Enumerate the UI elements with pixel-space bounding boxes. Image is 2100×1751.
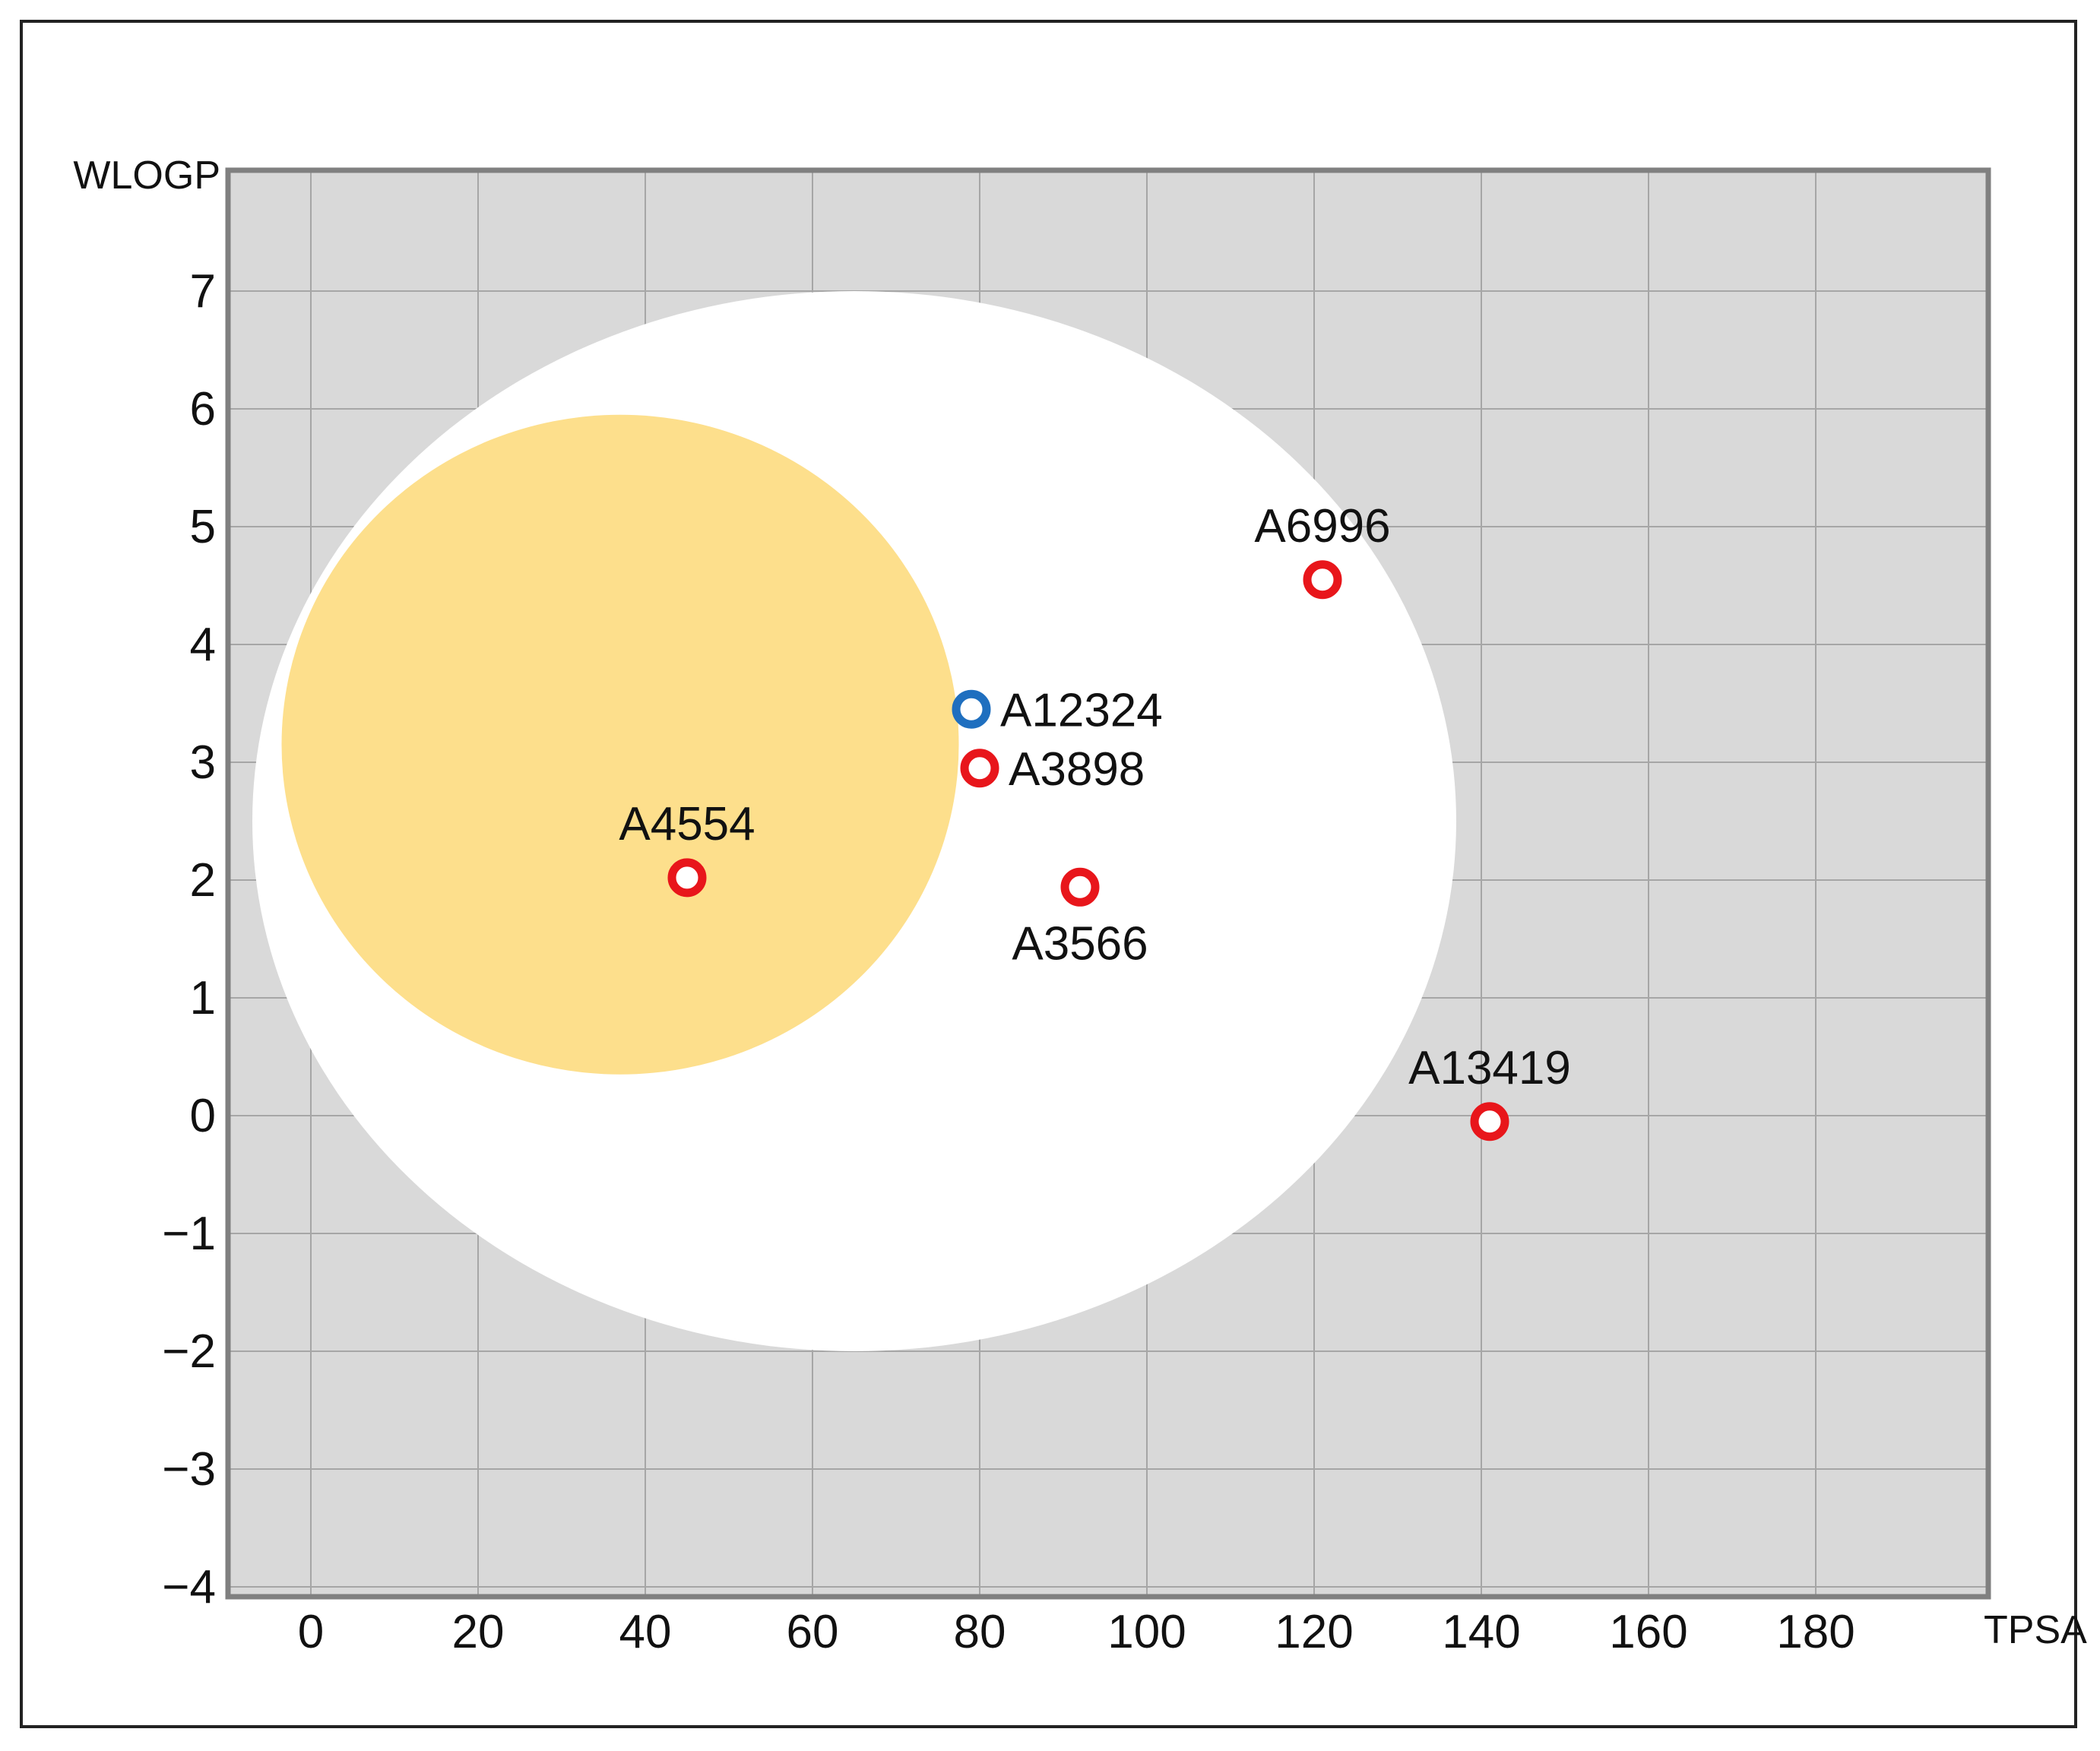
data-points: A12324 A3898 A4554 A3566 A6996 A13419	[619, 500, 1571, 1141]
x-tick-label: 120	[1275, 1606, 1353, 1658]
y-tick-label: −3	[162, 1443, 216, 1496]
y-tick-label: 7	[190, 265, 216, 318]
plot-border	[225, 167, 1991, 1600]
y-axis-label: WLOGP	[73, 154, 220, 198]
x-tick-label: 180	[1776, 1606, 1855, 1658]
x-tick-label: 20	[452, 1606, 505, 1658]
y-tick-label: −1	[162, 1208, 216, 1260]
data-point-label: A3566	[1012, 917, 1148, 970]
yolk-region	[281, 414, 959, 1075]
data-point-marker	[1060, 867, 1100, 907]
data-point-marker	[952, 689, 991, 729]
data-point-marker	[960, 749, 999, 788]
region-layer	[252, 291, 1456, 1351]
y-tick-label: −4	[162, 1561, 216, 1613]
data-point-label: A3898	[1009, 743, 1145, 796]
y-tick-label: 1	[190, 972, 216, 1024]
data-point-label: A4554	[619, 798, 755, 850]
y-tick-label: 5	[190, 501, 216, 553]
x-axis-label: TPSA	[1984, 1608, 2087, 1652]
x-tick-label: 100	[1107, 1606, 1186, 1658]
y-tick-label: 2	[190, 854, 216, 907]
data-point-marker	[1303, 560, 1342, 600]
data-point-label: A12324	[1000, 684, 1163, 736]
x-tick-label: 80	[954, 1606, 1006, 1658]
x-tick-label: 0	[298, 1606, 324, 1658]
y-tick-label: 0	[190, 1090, 216, 1142]
y-tick-label: 3	[190, 736, 216, 789]
x-tick-label: 60	[787, 1606, 839, 1658]
data-point-marker	[1470, 1102, 1509, 1141]
x-tick-label: 160	[1609, 1606, 1687, 1658]
y-tick-label: −2	[162, 1325, 216, 1378]
x-tick-label: 40	[619, 1606, 672, 1658]
y-axis-ticks: 7 6 5 4 3 2 1 0 −1 −2 −3 −4	[162, 265, 216, 1613]
data-point-marker	[667, 858, 707, 898]
x-axis-ticks: 0 20 40 60 80 100 120 140 160 180	[298, 1606, 1855, 1658]
x-tick-label: 140	[1442, 1606, 1520, 1658]
y-tick-label: 4	[190, 619, 216, 671]
data-point-label: A6996	[1254, 500, 1390, 553]
data-point-label: A13419	[1408, 1042, 1571, 1094]
y-tick-label: 6	[190, 383, 216, 435]
